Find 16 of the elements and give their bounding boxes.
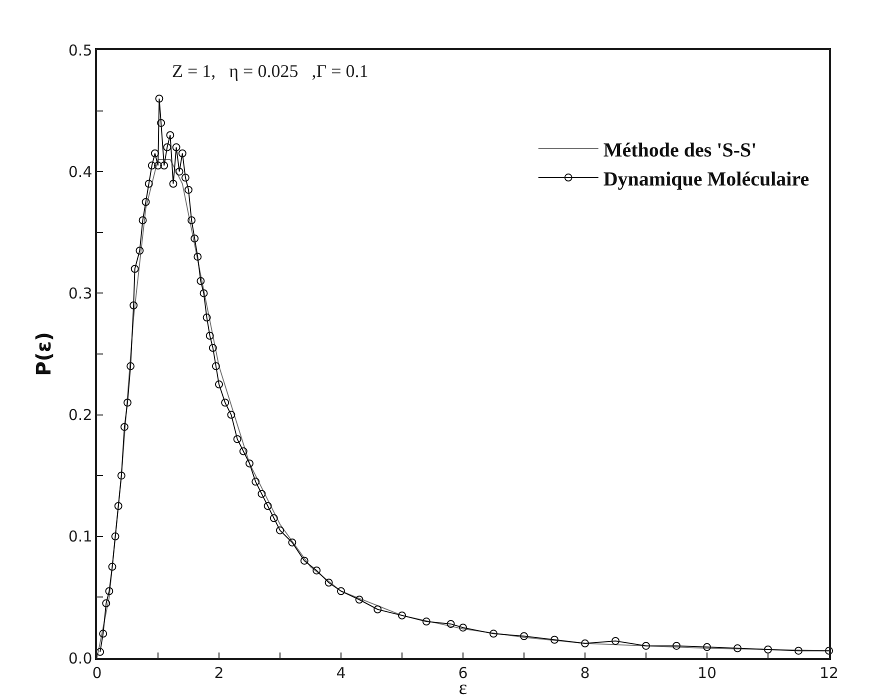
annotation: Z = 1, η = 0.025 ,Γ = 0.1 (172, 61, 368, 81)
x-tick-label: 12 (819, 664, 839, 682)
y-axis-title: P(ε) (31, 332, 56, 376)
y-tick-label: 0.2 (68, 406, 92, 424)
x-tick-label: 0 (92, 664, 102, 682)
legend-label: Méthode des 'S-S' (603, 139, 757, 162)
legend-label: Dynamique Moléculaire (603, 168, 810, 190)
y-tick-label: 0.1 (68, 528, 92, 546)
x-tick-label: 2 (214, 664, 224, 682)
x-tick-label: 10 (697, 664, 717, 682)
y-tick-label: 0.3 (68, 284, 92, 302)
y-tick-label: 0.4 (68, 162, 92, 181)
x-tick-label: 4 (336, 664, 346, 682)
x-tick-label: 8 (580, 664, 590, 682)
y-tick-label: 0.0 (68, 649, 92, 668)
y-tick-label: 0.5 (68, 41, 92, 60)
